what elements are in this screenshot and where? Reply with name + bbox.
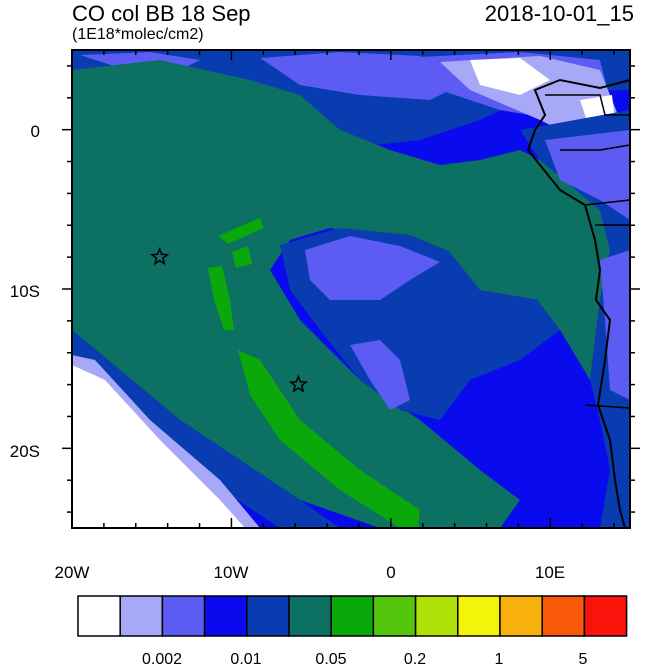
colorbar-label: 1 — [495, 651, 504, 667]
colorbar-swatch — [414, 595, 459, 637]
map-date: 2018-10-01_15 — [484, 1, 634, 26]
star-marker-2 — [288, 374, 308, 393]
co-field — [72, 50, 630, 528]
colorbar-swatch — [246, 595, 290, 637]
colorbar-swatch — [203, 595, 248, 637]
colorbar-swatch — [541, 595, 586, 637]
colorbar-swatch — [119, 595, 164, 637]
colorbar-swatch — [77, 595, 121, 637]
colorbar — [77, 595, 628, 637]
colorbar-swatch — [161, 595, 206, 637]
colorbar-label: 0.002 — [142, 651, 182, 667]
colorbar-label: 0.01 — [230, 651, 261, 667]
colorbar-label: 5 — [579, 651, 588, 667]
colorbar-swatch — [583, 595, 628, 637]
axis-ticks — [62, 50, 640, 528]
colorbar-swatch — [330, 595, 375, 637]
y-tick-label: 10S — [10, 282, 40, 301]
x-tick-label: 0 — [386, 563, 395, 582]
x-tick-label: 10W — [214, 563, 249, 582]
colorbar-swatch — [288, 595, 332, 637]
y-tick-label: 20S — [10, 442, 40, 461]
map-title: CO col BB 18 Sep — [72, 1, 251, 26]
x-tick-label: 20W — [55, 563, 90, 582]
colorbar-label: 0.05 — [315, 651, 346, 667]
colorbar-label: 0.2 — [404, 651, 426, 667]
colorbar-swatch — [499, 595, 543, 637]
markers — [150, 247, 308, 393]
colorbar-labels: 0.002 0.01 0.05 0.2 1 5 — [142, 651, 588, 667]
colorbar-swatch — [372, 595, 417, 637]
map-units: (1E18*molec/cm2) — [72, 26, 204, 43]
star-marker-1 — [150, 247, 170, 266]
coastline — [526, 78, 630, 528]
x-tick-label: 10E — [535, 563, 565, 582]
y-tick-label: 0 — [31, 122, 40, 141]
colorbar-swatch — [457, 595, 501, 637]
